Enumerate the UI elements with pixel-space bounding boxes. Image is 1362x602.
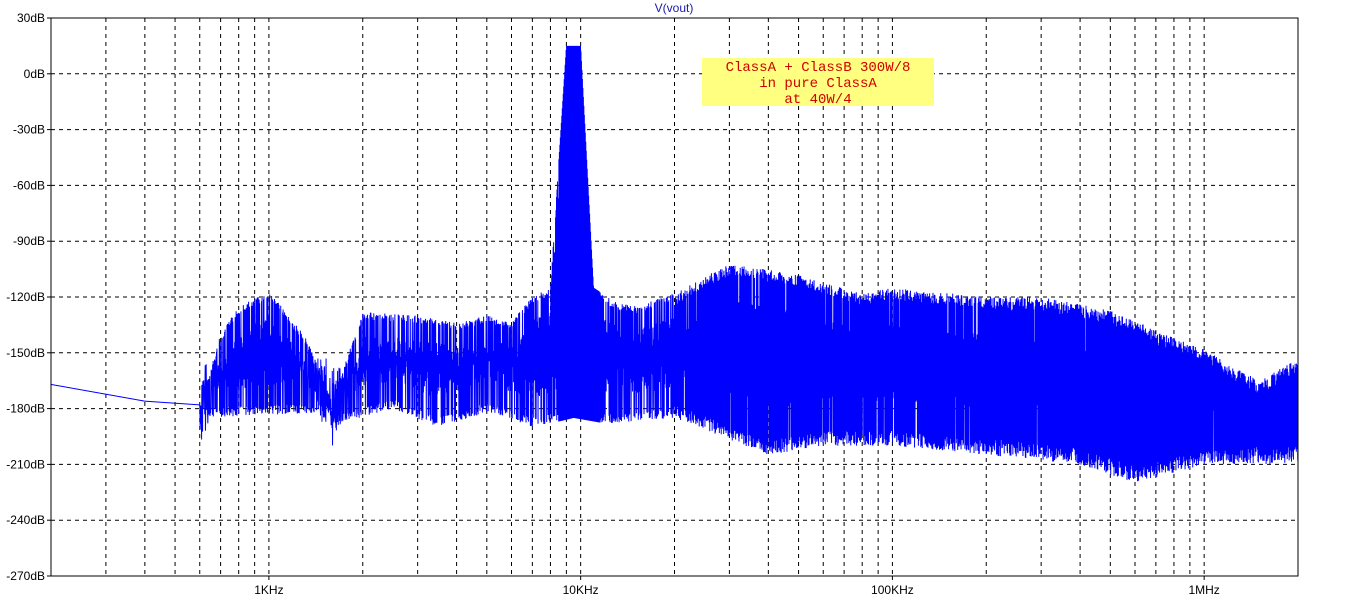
y-tick-label: -150dB: [6, 346, 45, 360]
y-tick-label: -270dB: [6, 569, 45, 583]
annotation-line-2: in pure ClassA: [759, 76, 877, 92]
annotation-background: [702, 58, 934, 106]
y-tick-label: -60dB: [13, 178, 45, 192]
x-tick-label: 1KHz: [254, 583, 283, 597]
annotation-line-1: ClassA + ClassB 300W/8: [726, 60, 911, 76]
x-axis-ticks: 1KHz 10KHz 100KHz 1MHz: [254, 576, 1220, 597]
y-tick-label: -180dB: [6, 402, 45, 416]
y-tick-label: -30dB: [13, 123, 45, 137]
trace-line: [50, 45, 1299, 482]
y-axis-ticks: 30dB 0dB -30dB -60dB -90dB -120dB -150dB -180dB…: [6, 11, 51, 583]
x-tick-label: 1MHz: [1188, 583, 1219, 597]
trace-vout: [50, 45, 1299, 482]
annotation-box: ClassA + ClassB 300W/8 in pure ClassA at…: [702, 58, 934, 108]
x-tick-label: 10KHz: [563, 583, 599, 597]
y-tick-label: 30dB: [17, 11, 45, 25]
grid-lines: [51, 18, 1298, 576]
y-tick-label: -240dB: [6, 513, 45, 527]
y-tick-label: 0dB: [24, 67, 45, 81]
annotation-line-3: at 40W/4: [784, 92, 851, 108]
y-tick-label: -120dB: [6, 290, 45, 304]
y-tick-label: -90dB: [13, 234, 45, 248]
y-tick-label: -210dB: [6, 457, 45, 471]
chart-title: V(vout): [655, 1, 694, 15]
x-tick-label: 100KHz: [871, 583, 914, 597]
